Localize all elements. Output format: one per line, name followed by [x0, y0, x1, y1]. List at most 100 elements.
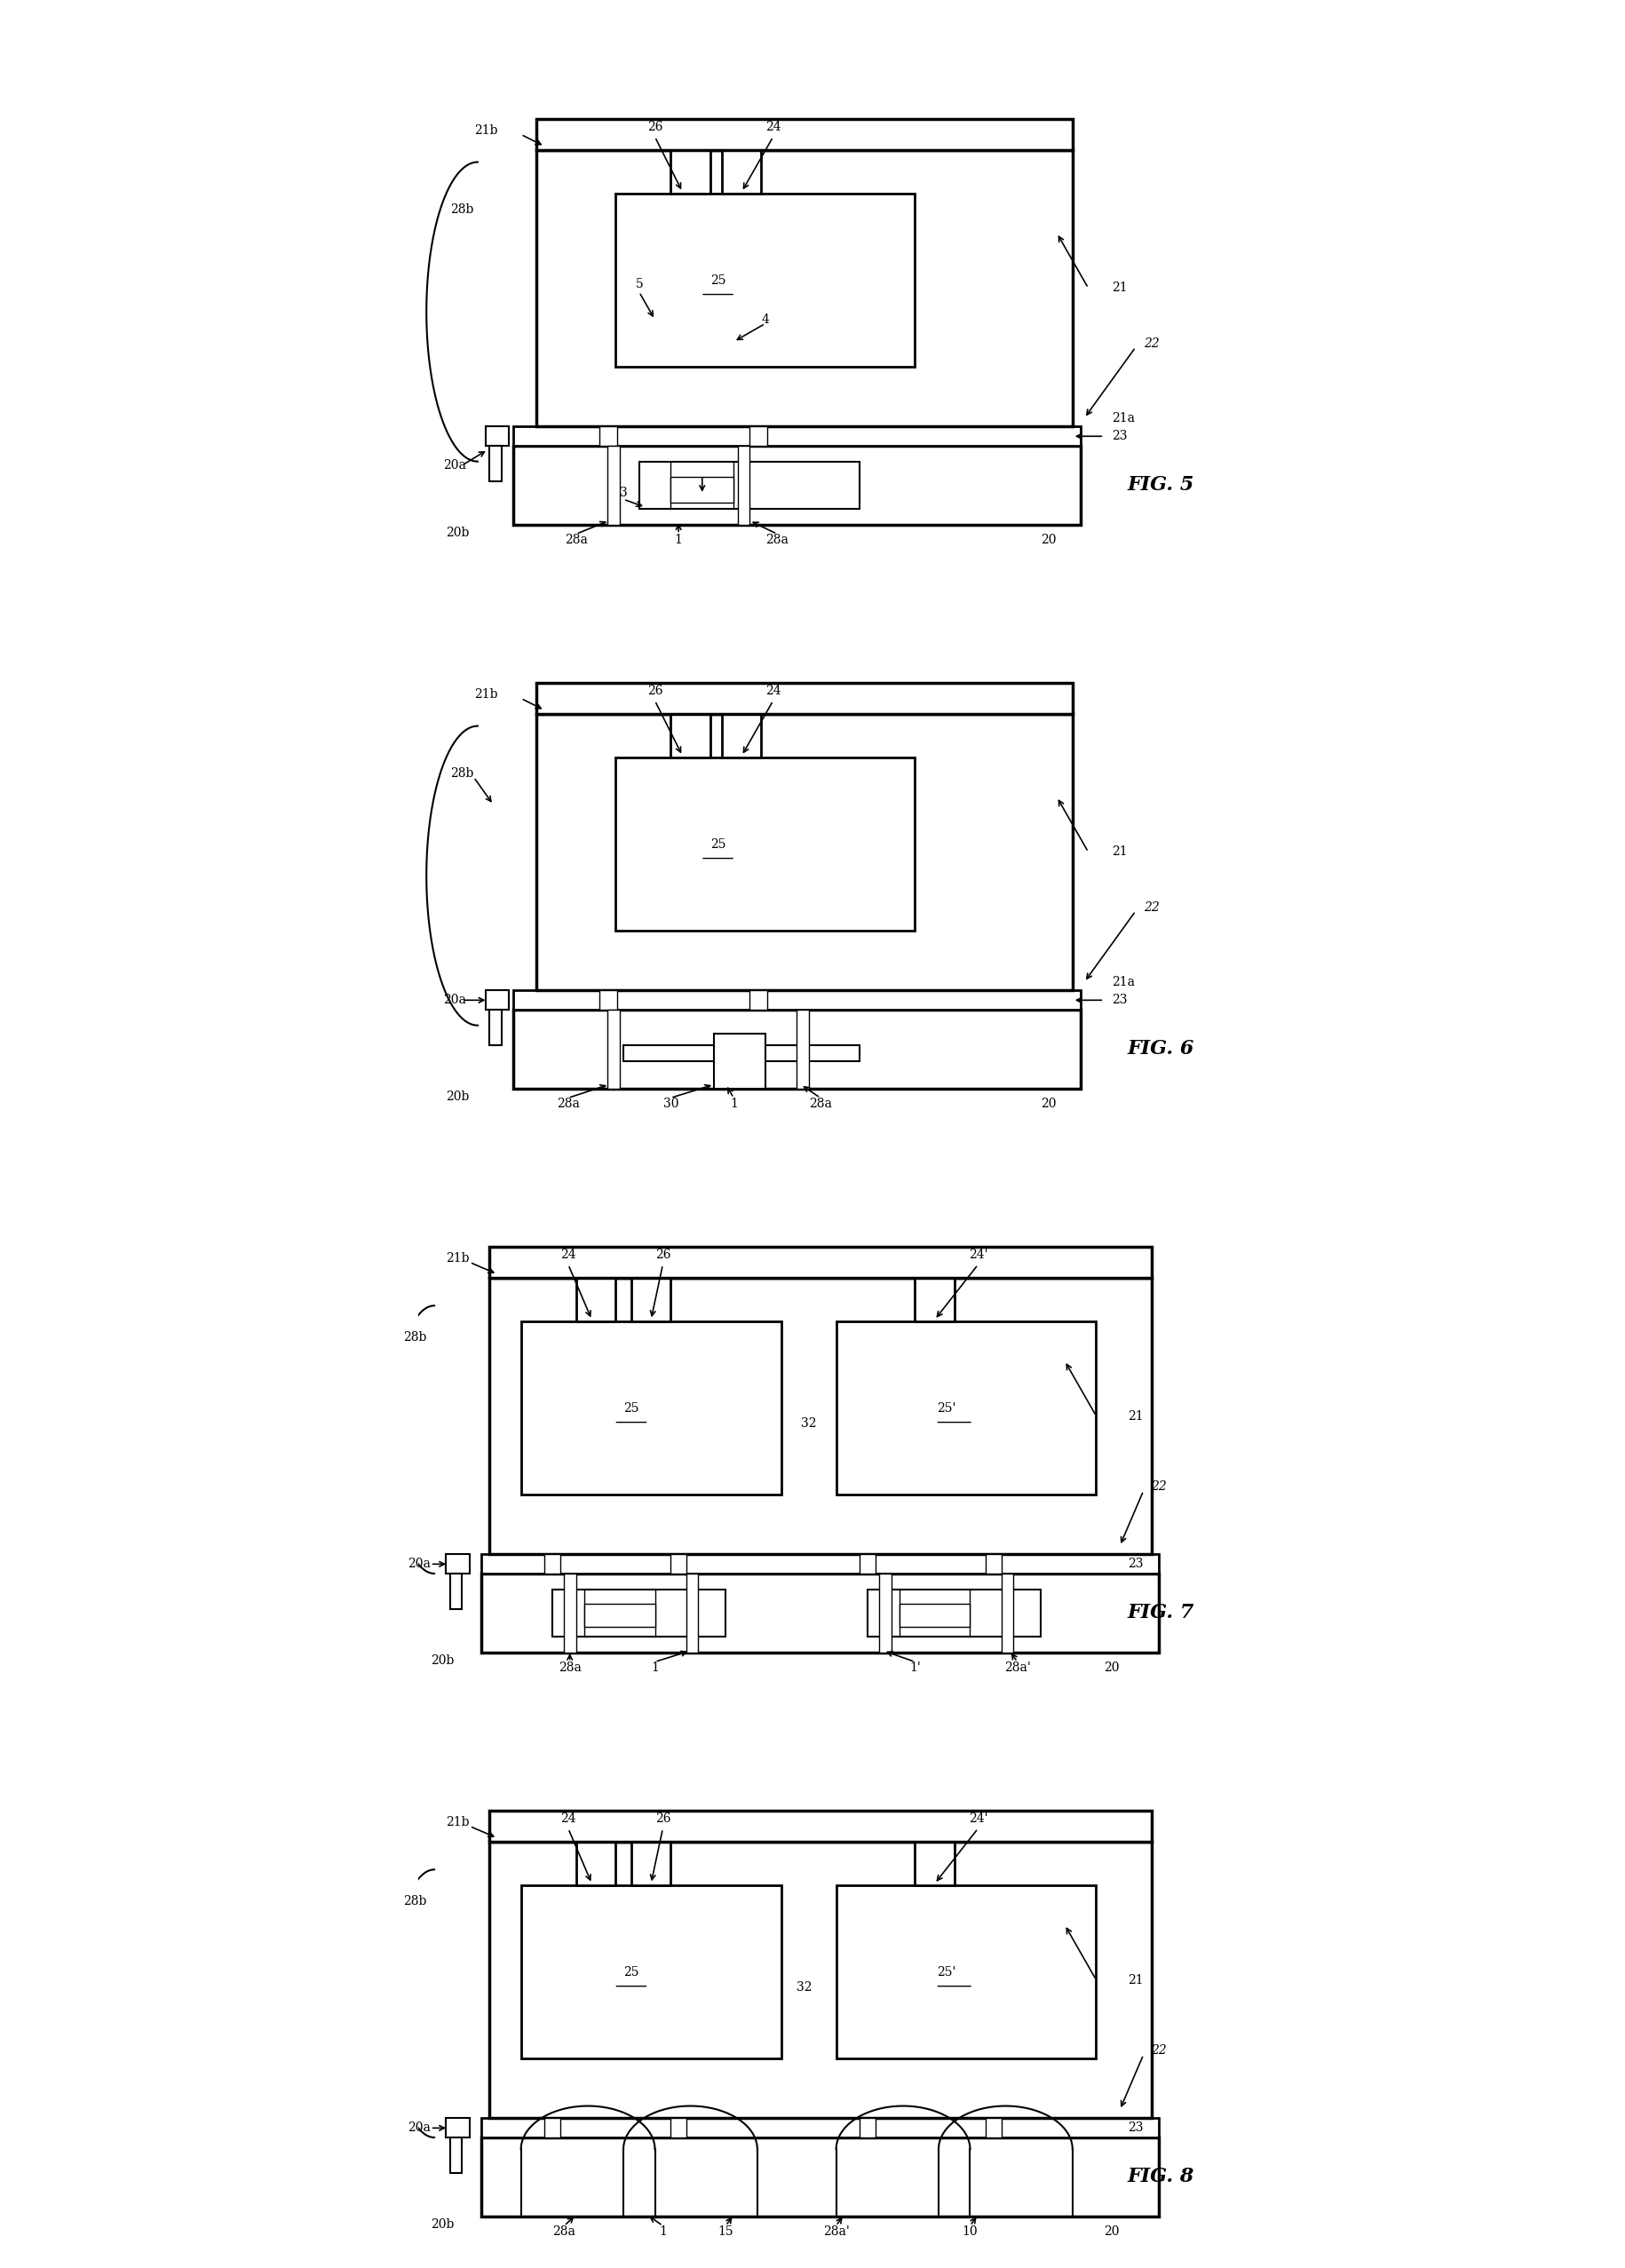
- Bar: [489, 1842, 1152, 2118]
- Bar: [722, 150, 760, 193]
- Bar: [489, 447, 500, 481]
- Text: 25: 25: [624, 1966, 639, 1978]
- Bar: [915, 1842, 954, 1885]
- Text: 23: 23: [1112, 431, 1128, 442]
- Text: 28b: 28b: [450, 204, 473, 215]
- Text: 10: 10: [962, 2225, 978, 2239]
- Text: 24: 24: [765, 685, 782, 696]
- Text: 5: 5: [635, 279, 644, 290]
- Bar: [749, 989, 767, 1009]
- Bar: [671, 476, 735, 503]
- Bar: [514, 426, 1081, 447]
- Text: 30: 30: [663, 1098, 679, 1111]
- Text: 20a: 20a: [444, 993, 466, 1007]
- Text: 21: 21: [1112, 846, 1128, 857]
- Bar: [738, 447, 749, 524]
- Bar: [514, 989, 1081, 1009]
- Text: FIG. 5: FIG. 5: [1128, 476, 1194, 494]
- Bar: [796, 1009, 809, 1089]
- Bar: [915, 1279, 954, 1322]
- Bar: [879, 1574, 891, 1653]
- Bar: [713, 1034, 765, 1089]
- Bar: [686, 1574, 699, 1653]
- Text: 15: 15: [718, 2225, 733, 2239]
- Text: 21b: 21b: [447, 1252, 470, 1266]
- Bar: [536, 150, 1072, 426]
- Text: 24': 24': [968, 1812, 988, 1823]
- Bar: [536, 118, 1072, 150]
- Bar: [1001, 1574, 1014, 1653]
- Text: 28a: 28a: [552, 2225, 575, 2239]
- Bar: [481, 1554, 1159, 1574]
- Text: 20: 20: [1103, 2225, 1120, 2239]
- Text: 28a: 28a: [765, 533, 788, 547]
- Text: 1: 1: [674, 533, 682, 547]
- Text: 21a: 21a: [1112, 413, 1134, 424]
- Bar: [639, 460, 860, 508]
- Bar: [671, 1554, 686, 1574]
- Text: 20: 20: [1042, 1098, 1056, 1111]
- Bar: [616, 193, 915, 367]
- Text: 20: 20: [1103, 1662, 1120, 1674]
- Text: 32: 32: [796, 1982, 812, 1994]
- Text: 28a: 28a: [559, 1662, 582, 1674]
- Bar: [577, 1842, 616, 1885]
- Text: 28a: 28a: [557, 1098, 580, 1111]
- Text: 21b: 21b: [474, 125, 497, 136]
- Text: 20a: 20a: [408, 1558, 431, 1569]
- Text: 4: 4: [760, 313, 769, 327]
- Text: 20: 20: [1042, 533, 1056, 547]
- Bar: [481, 1574, 1159, 1653]
- Bar: [722, 714, 760, 758]
- Bar: [860, 2118, 876, 2136]
- Text: 26: 26: [647, 685, 663, 696]
- Bar: [450, 1574, 461, 1608]
- Bar: [600, 426, 618, 447]
- Text: 28b: 28b: [403, 1331, 426, 1343]
- Text: 1': 1': [910, 1662, 921, 1674]
- Text: 23: 23: [1128, 2123, 1144, 2134]
- Bar: [631, 1279, 671, 1322]
- Text: 28a': 28a': [822, 2225, 850, 2239]
- Text: 26: 26: [655, 1247, 671, 1261]
- Bar: [860, 1554, 876, 1574]
- Text: 25: 25: [710, 837, 726, 850]
- Text: 20a: 20a: [408, 2123, 431, 2134]
- Text: 21b: 21b: [474, 687, 497, 701]
- Text: 24: 24: [561, 1247, 577, 1261]
- Bar: [489, 1247, 1152, 1279]
- Bar: [986, 1554, 1001, 1574]
- Bar: [489, 1009, 500, 1046]
- Bar: [522, 1322, 782, 1495]
- Bar: [450, 2136, 461, 2173]
- Text: 26: 26: [647, 120, 663, 134]
- Bar: [514, 447, 1081, 524]
- Text: 25: 25: [710, 274, 726, 286]
- Bar: [447, 1554, 470, 1574]
- Text: 32: 32: [801, 1418, 816, 1431]
- Text: FIG. 8: FIG. 8: [1128, 2168, 1194, 2186]
- Bar: [624, 1046, 860, 1061]
- Bar: [671, 2118, 686, 2136]
- Text: 20b: 20b: [447, 1091, 470, 1102]
- Bar: [600, 989, 618, 1009]
- Bar: [608, 447, 619, 524]
- Bar: [671, 714, 710, 758]
- Text: 24: 24: [561, 1812, 577, 1823]
- Text: 21a: 21a: [1112, 975, 1134, 989]
- Text: 26: 26: [655, 1812, 671, 1823]
- Text: 20b: 20b: [431, 2218, 453, 2229]
- Text: 1: 1: [658, 2225, 666, 2239]
- Bar: [489, 1810, 1152, 1842]
- Bar: [583, 1603, 655, 1626]
- Bar: [486, 989, 509, 1009]
- Bar: [631, 1842, 671, 1885]
- Text: 3: 3: [619, 488, 627, 499]
- Text: 22: 22: [1152, 2043, 1167, 2057]
- Bar: [986, 2118, 1001, 2136]
- Text: FIG. 6: FIG. 6: [1128, 1039, 1194, 1059]
- Text: 1: 1: [730, 1098, 738, 1111]
- Bar: [536, 683, 1072, 714]
- Bar: [544, 2118, 561, 2136]
- Bar: [447, 2118, 470, 2136]
